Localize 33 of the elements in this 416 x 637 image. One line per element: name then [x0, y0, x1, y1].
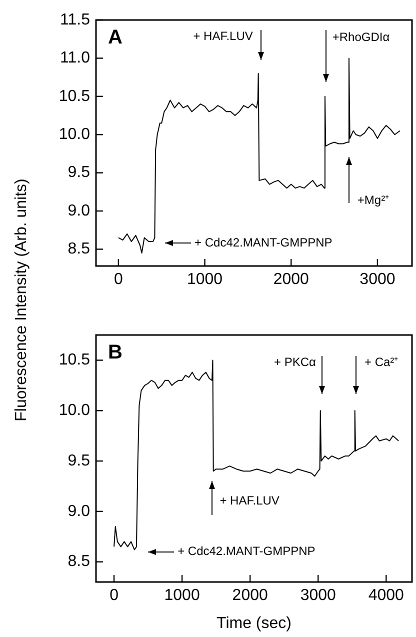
y-tick-label: 8.5	[68, 240, 90, 258]
y-tick-label: 9.5	[68, 452, 90, 470]
x-tick-label: 1000	[164, 587, 200, 604]
x-tick-label: 4000	[368, 587, 404, 604]
y-tick-label: 9.5	[68, 164, 90, 182]
annotation: + Cdc42.MANT-GMPPNP	[178, 544, 316, 558]
y-tick-label: 10.0	[58, 402, 90, 420]
annotation: +Mg²⁺	[357, 193, 390, 208]
y-tick-label: 9.0	[68, 202, 90, 220]
chart-title: B	[108, 342, 122, 364]
annotation: + HAF.LUV	[193, 28, 253, 43]
y-tick-label: 10.5	[58, 88, 90, 105]
x-tick-label: 0	[114, 271, 123, 288]
annotation: +RhoGDIα	[332, 30, 390, 44]
annotation: + HAF.LUV	[220, 493, 280, 508]
y-tick-label: 11.0	[60, 50, 90, 67]
y-tick-label: 11.5	[60, 11, 90, 28]
x-tick-label: 2000	[232, 587, 268, 604]
x-tick-label: 2000	[273, 271, 310, 288]
y-tick-label: 8.5	[68, 553, 90, 570]
y-tick-label: 9.0	[68, 502, 90, 520]
y-tick-label: 10.0	[58, 126, 90, 144]
annotation: + Ca²⁺	[364, 354, 398, 369]
y-axis-title: Fluorescence Intensity (Arb. units)	[13, 178, 31, 422]
annotation: + Cdc42.MANT-GMPPNP	[194, 235, 332, 250]
x-tick-label: 3000	[360, 271, 396, 288]
y-tick-label: 10.5	[58, 352, 90, 369]
chart-title: A	[108, 26, 122, 49]
x-tick-label: 3000	[300, 587, 336, 604]
x-axis-title: Time (sec)	[216, 614, 292, 632]
x-tick-label: 1000	[186, 271, 223, 288]
annotation: + PKCα	[274, 354, 316, 369]
x-tick-label: 0	[110, 587, 119, 604]
